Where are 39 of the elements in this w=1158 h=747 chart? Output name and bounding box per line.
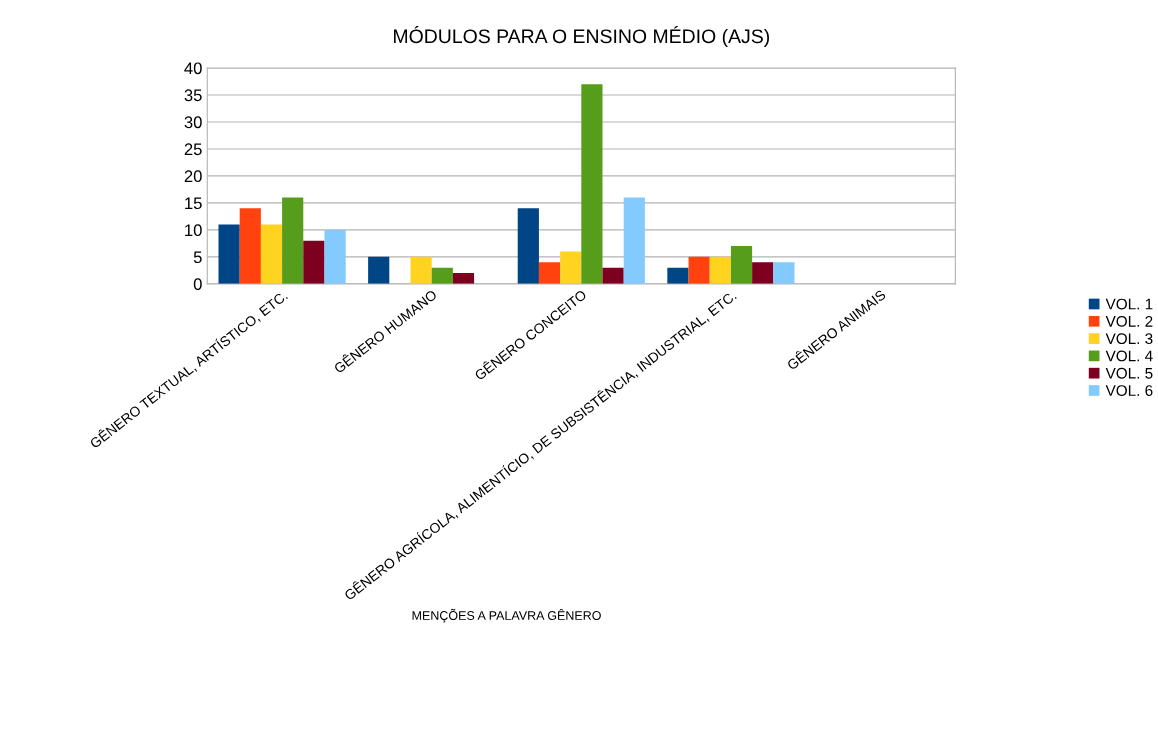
bar (688, 256, 710, 284)
bar (581, 84, 603, 284)
chart-title: MÓDULOS PARA O ENSINO MÉDIO (AJS) (394, 26, 770, 47)
legend-label: VOL. 4 (1105, 350, 1153, 362)
bar (602, 267, 624, 284)
bar (752, 262, 774, 284)
bar (730, 246, 753, 284)
y-tick-label: 25 (184, 143, 202, 156)
bar (560, 251, 582, 284)
y-tick-label: 20 (184, 170, 202, 183)
bar (239, 208, 261, 284)
bar (303, 240, 325, 284)
y-tick-label: 30 (184, 116, 202, 129)
bar (282, 197, 304, 284)
bar (517, 208, 539, 284)
y-tick-label: 5 (193, 251, 202, 264)
bar (368, 256, 390, 284)
y-tick-label: 15 (185, 197, 202, 210)
y-tick-label: 40 (184, 62, 202, 75)
bar (452, 273, 475, 284)
bar (667, 267, 689, 284)
bar (709, 256, 731, 284)
legend-label: VOL. 6 (1105, 385, 1153, 396)
y-tick-label: 0 (193, 278, 202, 291)
bar (260, 224, 283, 284)
y-tick-label: 10 (185, 224, 202, 237)
bar (538, 262, 561, 284)
legend-label: VOL. 2 (1105, 315, 1153, 327)
bar (623, 197, 645, 284)
legend-label: VOL. 1 (1105, 298, 1153, 310)
bar (410, 256, 432, 284)
bar (773, 262, 795, 284)
legend-label: VOL. 3 (1105, 333, 1153, 345)
legend-label: VOL. 5 (1105, 367, 1153, 379)
x-axis-title: MENÇÕES A PALAVRA GÊNERO (412, 608, 601, 623)
bar (324, 229, 346, 284)
bar (218, 224, 240, 284)
bar (431, 267, 453, 284)
y-tick-label: 35 (184, 89, 202, 102)
